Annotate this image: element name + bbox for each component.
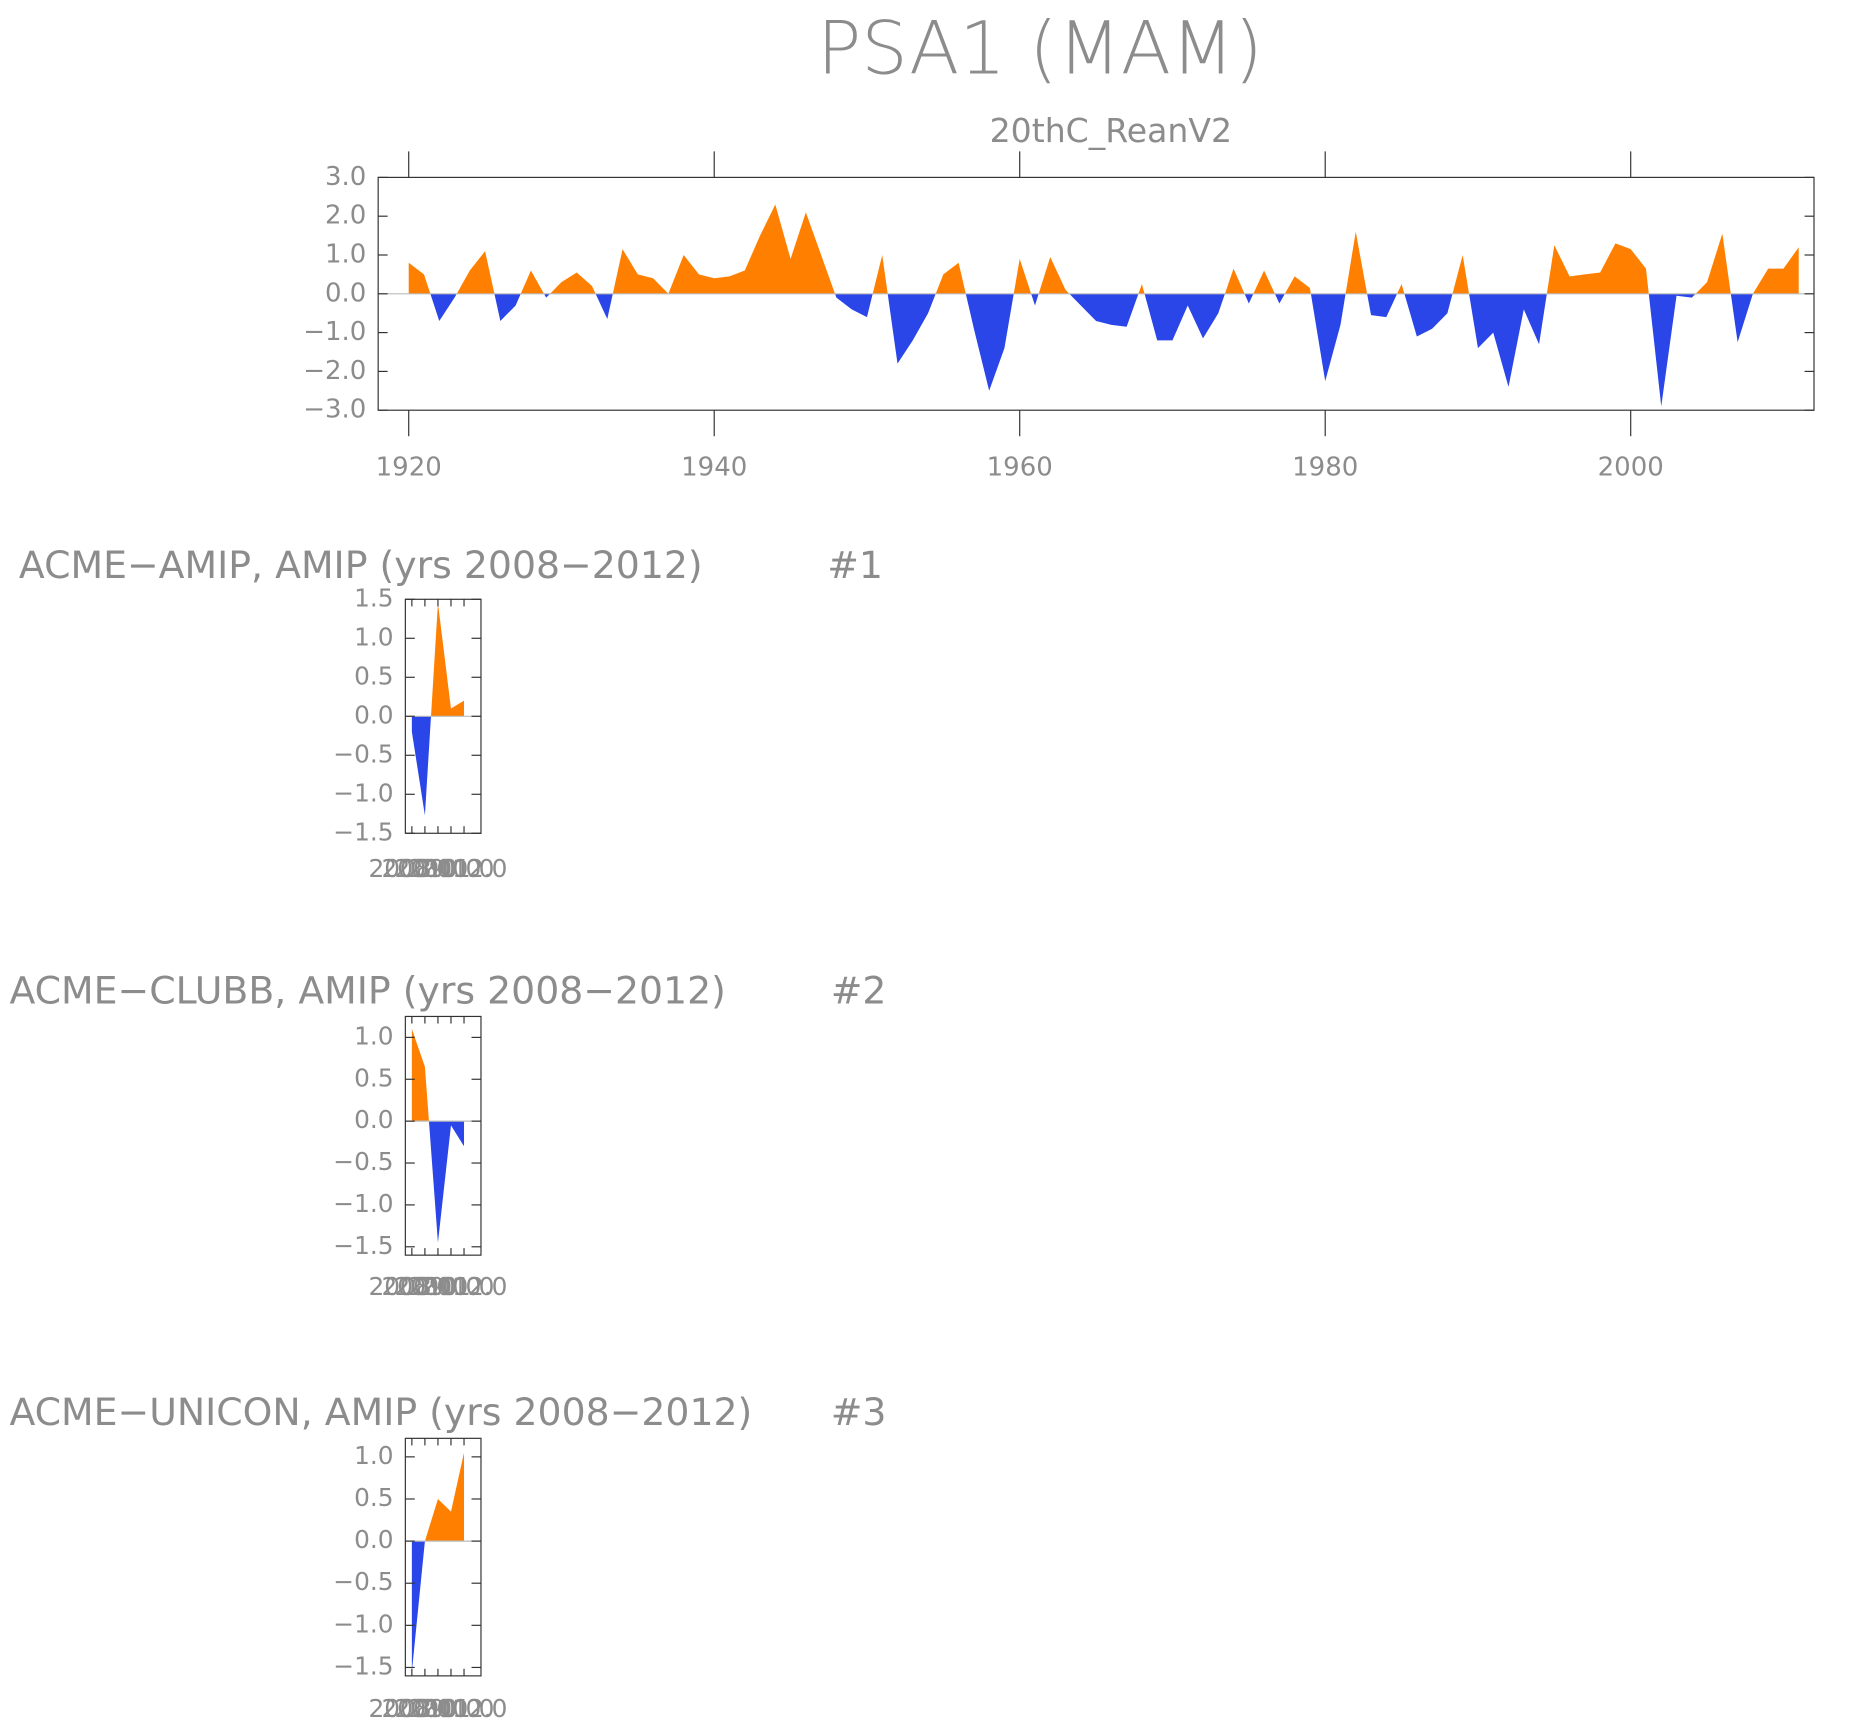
y-tick-label: 1.5 <box>354 583 393 612</box>
x-tick-label: 2008.0 <box>368 1694 455 1723</box>
y-tick-label: 0.0 <box>354 1105 393 1134</box>
panel-label: #3 <box>831 1390 887 1434</box>
y-tick-label: 1.0 <box>325 239 366 269</box>
y-tick-label: −1.0 <box>333 1609 393 1638</box>
y-tick-label: 1.0 <box>354 622 393 651</box>
y-tick-label: −1.5 <box>333 817 393 846</box>
panel-title: ACME−UNICON, AMIP (yrs 2008−2012) <box>9 1390 752 1434</box>
plot-frame <box>404 1437 482 1677</box>
x-tick-label: 2012.0 <box>421 1272 508 1301</box>
y-tick-label: −1.0 <box>333 1189 393 1218</box>
y-tick-label: −1.0 <box>333 778 393 807</box>
y-tick-label: −0.5 <box>333 1567 393 1596</box>
x-tick-label: 2009.0 <box>382 1694 469 1723</box>
y-tick-label: 0.5 <box>354 1483 393 1512</box>
x-tick-label: 2012.0 <box>421 1694 508 1723</box>
area-above <box>411 1029 465 1122</box>
x-tick-label: 1960 <box>987 453 1053 483</box>
y-tick-label: 1.0 <box>354 1021 393 1050</box>
y-tick-label: 0.5 <box>354 1063 393 1092</box>
x-tick-label: 2009.0 <box>382 1272 469 1301</box>
y-tick-label: −2.0 <box>303 356 366 386</box>
x-tick-label: 2000 <box>1598 453 1664 483</box>
area-above <box>411 603 465 717</box>
y-tick-label: −3.0 <box>303 395 366 425</box>
area-below <box>411 1541 465 1672</box>
x-tick-label: 2011.0 <box>408 854 495 883</box>
y-tick-label: −1.5 <box>333 1651 393 1680</box>
x-tick-label: 2009.0 <box>382 854 469 883</box>
panel-title: ACME−CLUBB, AMIP (yrs 2008−2012) <box>9 968 725 1012</box>
y-tick-label: 2.0 <box>325 201 366 231</box>
area-below <box>408 293 1799 407</box>
y-tick-label: 3.0 <box>325 162 366 192</box>
y-tick-label: 0.0 <box>354 1525 393 1554</box>
x-tick-label: 1980 <box>1292 453 1358 483</box>
area-above <box>408 204 1799 294</box>
x-tick-label: 2012.0 <box>421 854 508 883</box>
area-below <box>428 1121 465 1243</box>
area-below <box>411 716 465 816</box>
y-tick-label: −0.5 <box>333 739 393 768</box>
plot-frame <box>404 1015 482 1256</box>
y-tick-label: −0.5 <box>333 1147 393 1176</box>
y-tick-label: 1.0 <box>354 1441 393 1470</box>
panel-title: ACME−AMIP, AMIP (yrs 2008−2012) <box>19 543 703 587</box>
y-tick-label: 0.0 <box>354 700 393 729</box>
y-tick-label: −1.5 <box>333 1231 393 1260</box>
x-tick-label: 2011.0 <box>408 1272 495 1301</box>
panel-label: #2 <box>831 968 887 1012</box>
x-tick-label: 2011.0 <box>408 1694 495 1723</box>
panel-label: #1 <box>827 543 883 587</box>
x-tick-label: 2008.0 <box>368 1272 455 1301</box>
x-tick-label: 1940 <box>681 453 747 483</box>
x-tick-label: 1920 <box>376 453 442 483</box>
x-tick-label: 2010.0 <box>395 854 482 883</box>
y-tick-label: 0.5 <box>354 661 393 690</box>
chart-subtitle: 20thC_ReanV2 <box>990 111 1232 150</box>
y-tick-label: 0.0 <box>325 278 366 308</box>
area-above <box>424 1452 465 1542</box>
x-tick-label: 2010.0 <box>395 1694 482 1723</box>
chart-title: PSA1 (MAM) <box>817 6 1263 91</box>
x-tick-label: 2010.0 <box>395 1272 482 1301</box>
x-tick-label: 2008.0 <box>368 854 455 883</box>
y-tick-label: −1.0 <box>303 317 366 347</box>
